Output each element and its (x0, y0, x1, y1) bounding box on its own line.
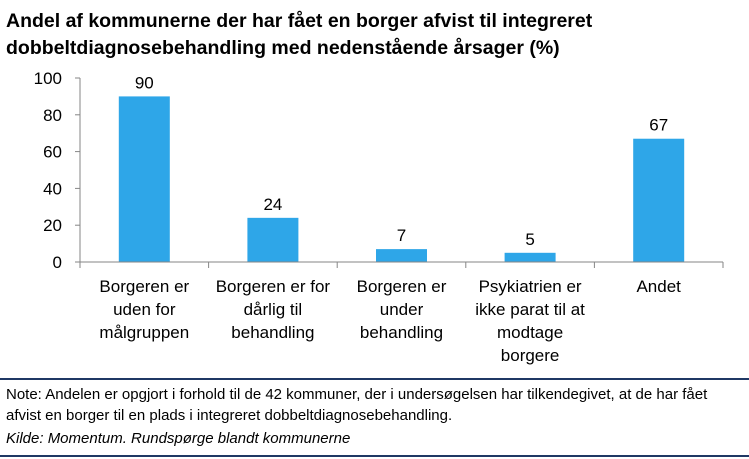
y-axis: 0 20 40 60 80 100 (34, 69, 81, 272)
y-tick-label: 20 (43, 216, 62, 235)
x-tick-label: målgruppen (99, 323, 189, 342)
data-label: 90 (135, 73, 154, 92)
y-tick-label: 80 (43, 106, 62, 125)
y-tick-label: 40 (43, 179, 62, 198)
chart-title: Andel af kommunerne der har fået en borg… (6, 10, 593, 59)
x-tick-label: Borgeren er (357, 277, 447, 296)
y-tick-label: 0 (53, 253, 62, 272)
bottom-divider (0, 455, 749, 457)
x-tick-label: under (380, 300, 424, 319)
data-label: 7 (397, 226, 406, 245)
bars: 90 24 7 5 67 (118, 73, 685, 263)
x-tick-label: Borgeren er (99, 277, 189, 296)
x-tick-label: Psykiatrien er (479, 277, 582, 296)
x-tick-label: Andet (636, 277, 681, 296)
x-tick-label: Borgeren er for (216, 277, 331, 296)
x-tick-label: borgere (501, 346, 560, 365)
bar (376, 249, 427, 262)
y-tick-label: 100 (34, 69, 62, 88)
chart-source: Kilde: Momentum. Rundspørge blandt kommu… (6, 430, 351, 447)
y-tick-label: 60 (43, 143, 62, 162)
x-tick-label: uden for (113, 300, 176, 319)
bar-chart: 0 20 40 60 80 100 90 24 7 5 67 Borgeren er uden fo… (34, 69, 724, 365)
data-label: 5 (525, 230, 534, 249)
bar (118, 96, 170, 263)
bar (247, 217, 299, 262)
x-tick-label: behandling (231, 323, 314, 342)
data-label: 67 (649, 116, 668, 135)
x-tick-label: behandling (360, 323, 443, 342)
x-tick-label: ikke parat til at (475, 300, 585, 319)
data-label: 24 (263, 195, 282, 214)
chart-note: Note: Andelen er opgjort i forhold til d… (6, 386, 708, 424)
x-tick-label: modtage (497, 323, 563, 342)
x-tick-label: dårlig til (244, 300, 303, 319)
note-divider (0, 378, 749, 380)
bar (504, 252, 556, 262)
bar (633, 138, 685, 262)
x-axis: Borgeren er uden for målgruppen Borgeren er… (79, 261, 724, 365)
